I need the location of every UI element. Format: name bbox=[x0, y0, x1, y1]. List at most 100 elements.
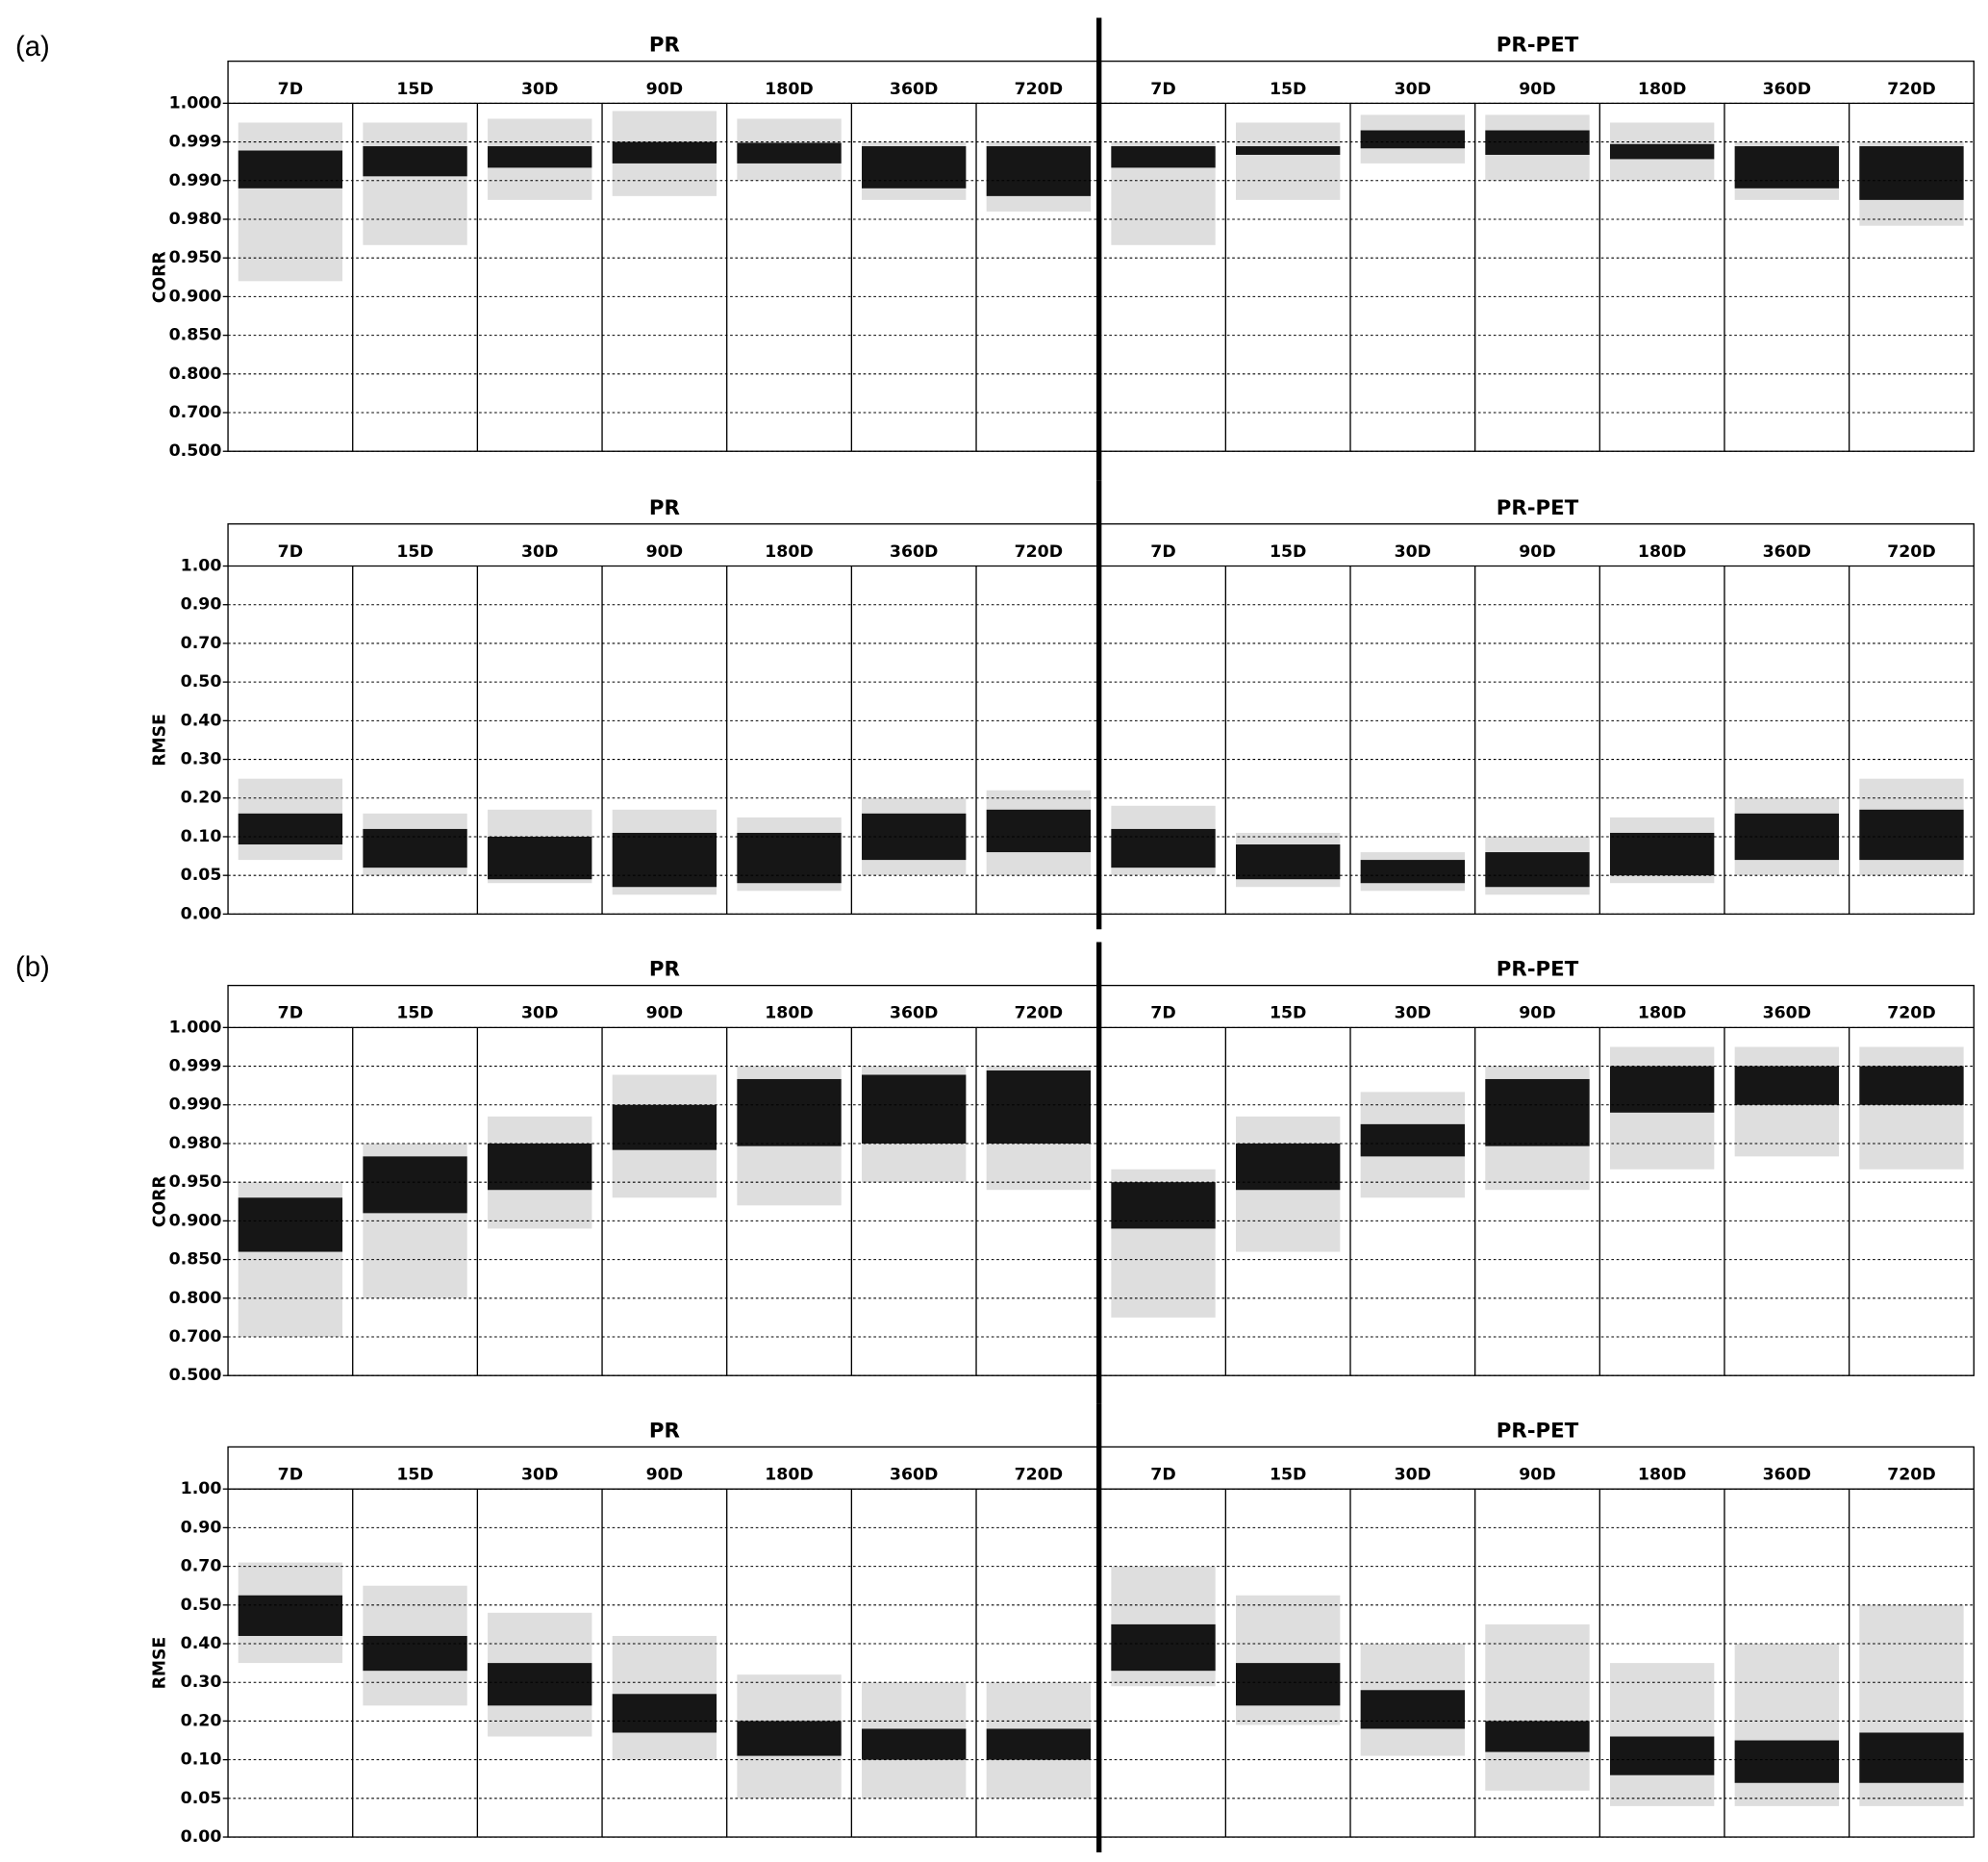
x-category-label: 15D bbox=[1270, 1004, 1306, 1023]
x-category-label: 360D bbox=[1763, 1466, 1811, 1485]
x-category-label: 180D bbox=[765, 1004, 813, 1023]
y-tick-label: 0.70 bbox=[181, 634, 222, 653]
y-tick-label: 0.40 bbox=[181, 1634, 222, 1653]
core-band bbox=[488, 1143, 592, 1191]
y-tick-label: 0.850 bbox=[169, 326, 222, 345]
x-category-label: 720D bbox=[1887, 80, 1935, 99]
y-tick-label: 0.950 bbox=[169, 248, 222, 267]
y-tick-label: 0.05 bbox=[181, 1789, 222, 1808]
core-band bbox=[1360, 1123, 1466, 1157]
core-band bbox=[488, 146, 592, 168]
core-band bbox=[1111, 1623, 1216, 1672]
y-tick-label: 1.00 bbox=[181, 557, 222, 576]
group-title: PR-PET bbox=[1497, 958, 1579, 982]
y-tick-label: 0.990 bbox=[169, 1095, 222, 1115]
y-axis-label: RMSE bbox=[150, 1637, 169, 1690]
core-band bbox=[238, 813, 343, 845]
x-category-label: 15D bbox=[396, 542, 433, 562]
core-band bbox=[1859, 146, 1964, 200]
x-category-label: 15D bbox=[1270, 80, 1306, 99]
core-band bbox=[612, 141, 717, 164]
x-category-label: 360D bbox=[890, 1004, 938, 1023]
core-band bbox=[1609, 1736, 1715, 1775]
y-tick-label: 0.500 bbox=[169, 1366, 222, 1385]
core-band bbox=[1859, 809, 1964, 861]
core-band bbox=[1111, 146, 1216, 168]
core-band bbox=[1235, 1663, 1341, 1706]
y-tick-label: 0.990 bbox=[169, 171, 222, 190]
x-category-label: 90D bbox=[1519, 80, 1555, 99]
panel-label: (b) bbox=[15, 952, 50, 983]
core-band bbox=[737, 1721, 842, 1756]
core-band bbox=[1485, 1721, 1590, 1752]
x-category-label: 15D bbox=[1270, 542, 1306, 562]
x-category-label: 720D bbox=[1887, 1004, 1935, 1023]
core-band bbox=[363, 1156, 467, 1214]
spread-band bbox=[363, 122, 467, 245]
core-band bbox=[612, 1694, 717, 1733]
core-band bbox=[1734, 1066, 1839, 1105]
x-category-label: 30D bbox=[1395, 80, 1431, 99]
x-category-label: 7D bbox=[1150, 542, 1175, 562]
core-band bbox=[1111, 1182, 1216, 1229]
y-tick-label: 0.70 bbox=[181, 1557, 222, 1576]
x-category-label: 30D bbox=[521, 1004, 558, 1023]
x-category-label: 720D bbox=[1887, 542, 1935, 562]
core-band bbox=[1235, 844, 1341, 880]
y-tick-label: 0.800 bbox=[169, 365, 222, 384]
core-band bbox=[1609, 143, 1715, 160]
core-band bbox=[1485, 1078, 1590, 1146]
y-axis-label: CORR bbox=[150, 251, 169, 303]
core-band bbox=[1485, 852, 1590, 888]
x-category-label: 720D bbox=[1015, 1004, 1063, 1023]
x-category-label: 15D bbox=[396, 1466, 433, 1485]
core-band bbox=[1235, 1143, 1341, 1191]
y-tick-label: 0.850 bbox=[169, 1250, 222, 1270]
core-band bbox=[1360, 1690, 1466, 1729]
y-tick-label: 0.20 bbox=[181, 789, 222, 808]
x-category-label: 7D bbox=[1150, 1004, 1175, 1023]
figure-body: (a) (b) 0.500 0.700 0.800 0.850 0.900 0.950 0.… bbox=[15, 17, 1975, 1852]
y-tick-label: 0.980 bbox=[169, 1134, 222, 1153]
core-band bbox=[986, 1070, 1092, 1144]
x-category-label: 15D bbox=[396, 80, 433, 99]
x-category-label: 360D bbox=[1763, 542, 1811, 562]
core-band bbox=[986, 809, 1092, 853]
core-band bbox=[737, 832, 842, 884]
group-title: PR bbox=[649, 958, 680, 982]
core-band bbox=[363, 146, 467, 177]
x-category-label: 90D bbox=[1519, 1004, 1555, 1023]
y-tick-label: 0.950 bbox=[169, 1172, 222, 1192]
x-category-label: 15D bbox=[396, 1004, 433, 1023]
x-category-label: 90D bbox=[646, 542, 683, 562]
group-title: PR bbox=[649, 496, 680, 520]
y-tick-label: 1.000 bbox=[169, 1018, 222, 1037]
core-band bbox=[238, 1197, 343, 1252]
y-axis-label: CORR bbox=[150, 1175, 169, 1227]
y-tick-label: 0.30 bbox=[181, 1673, 222, 1692]
core-band bbox=[1734, 1740, 1839, 1783]
core-band bbox=[1360, 130, 1466, 149]
core-band bbox=[737, 142, 842, 164]
x-category-label: 720D bbox=[1887, 1466, 1935, 1485]
core-band bbox=[1859, 1732, 1964, 1783]
y-tick-label: 0.05 bbox=[181, 866, 222, 885]
x-category-label: 360D bbox=[890, 1466, 938, 1485]
x-category-label: 180D bbox=[765, 80, 813, 99]
group-title: PR-PET bbox=[1497, 496, 1579, 520]
group-title: PR-PET bbox=[1497, 34, 1579, 58]
y-tick-label: 0.90 bbox=[181, 1518, 222, 1537]
panel-label: (a) bbox=[15, 32, 50, 63]
y-tick-label: 0.800 bbox=[169, 1289, 222, 1308]
y-tick-label: 0.500 bbox=[169, 441, 222, 461]
x-category-label: 90D bbox=[646, 80, 683, 99]
group-title: PR bbox=[649, 1420, 680, 1444]
x-category-label: 180D bbox=[765, 542, 813, 562]
core-band bbox=[1734, 813, 1839, 861]
spread-band bbox=[1485, 1623, 1590, 1791]
core-band bbox=[862, 813, 967, 861]
x-category-label: 30D bbox=[1395, 1466, 1431, 1485]
core-band bbox=[612, 1104, 717, 1150]
x-category-label: 720D bbox=[1015, 80, 1063, 99]
